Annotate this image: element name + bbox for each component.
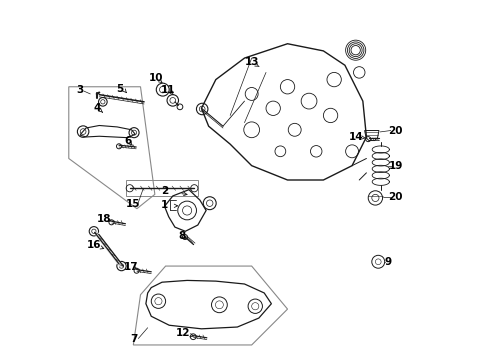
Text: 6: 6 (124, 136, 131, 146)
Text: 9: 9 (384, 257, 391, 267)
Text: 1: 1 (161, 200, 168, 210)
Bar (126, 180, 198, 196)
Text: 20: 20 (388, 192, 402, 202)
Text: 7: 7 (130, 334, 138, 344)
Text: 13: 13 (244, 57, 258, 67)
Text: 17: 17 (124, 262, 139, 272)
Text: 16: 16 (86, 240, 101, 250)
Text: 12: 12 (176, 328, 190, 338)
Text: 15: 15 (126, 199, 140, 210)
Text: 4: 4 (94, 103, 101, 113)
Text: 8: 8 (178, 231, 185, 240)
Text: 10: 10 (148, 73, 163, 83)
Text: 11: 11 (161, 85, 175, 95)
Text: 5: 5 (116, 84, 123, 94)
Text: 3: 3 (76, 85, 83, 95)
Text: 18: 18 (97, 214, 111, 224)
Text: 20: 20 (388, 126, 402, 135)
Text: 2: 2 (161, 186, 168, 197)
Text: 19: 19 (388, 161, 402, 171)
Text: 14: 14 (348, 132, 363, 142)
